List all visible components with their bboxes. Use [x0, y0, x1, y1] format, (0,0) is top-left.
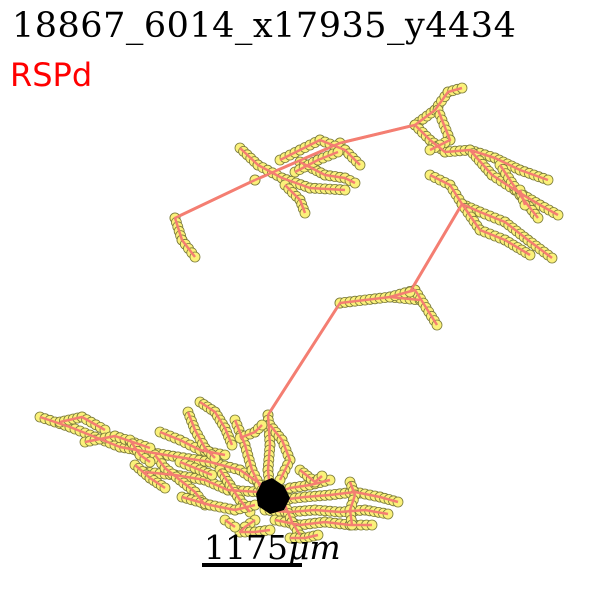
neurite-core [181, 495, 256, 512]
neurite-core [408, 203, 464, 293]
neurite-core [264, 508, 389, 516]
neurite-core [269, 424, 292, 481]
neurite-core [284, 184, 307, 214]
neurite-core [59, 415, 106, 432]
neurite-core [290, 533, 319, 540]
scale-bar [202, 563, 302, 567]
neurite-core [218, 469, 251, 513]
neurite-core [199, 400, 234, 446]
neurite-core [429, 173, 553, 259]
neurite-core [294, 150, 339, 174]
neurite-core [414, 86, 463, 126]
neurite-core [498, 164, 539, 219]
neurite-core [39, 415, 263, 487]
scale-bar-label: 1175μm [204, 528, 341, 567]
neurite-core [279, 138, 361, 166]
soma [256, 478, 290, 514]
neurite-core [154, 454, 206, 506]
neurite-core [186, 411, 216, 459]
neurite-segment [266, 295, 422, 417]
neurite-core [238, 518, 271, 534]
neurite-core [266, 295, 421, 416]
neurite-core [239, 147, 346, 192]
brain-region-label: RSPd [10, 56, 93, 94]
neurite-core [299, 160, 356, 185]
neurite-core [348, 481, 357, 526]
neurite-core [239, 424, 263, 440]
neurite-core [224, 518, 236, 529]
neurite-core [283, 504, 302, 536]
scale-bar-unit: μm [287, 528, 341, 567]
neurite-core [144, 470, 259, 494]
scale-bar-value: 1175 [204, 528, 288, 567]
neurite-core [460, 203, 531, 257]
neurite-core [128, 439, 151, 464]
neurite-core [518, 189, 527, 206]
neurite-core [429, 109, 452, 152]
neurite-nodes [34, 82, 564, 544]
neurite-core [84, 434, 151, 450]
soma-core [259, 487, 281, 509]
neurite-core [469, 149, 559, 217]
neurite-core [134, 464, 166, 490]
neuron-id-title: 18867_6014_x17935_y4434 [12, 6, 517, 46]
neurite-core [389, 288, 439, 326]
neurite-core [233, 419, 264, 491]
neurite-core [279, 490, 399, 504]
neurite-core [179, 460, 213, 477]
neurite-core [299, 469, 323, 484]
neurite-core [254, 123, 416, 182]
neurite-core [159, 430, 226, 457]
neurite-core [173, 178, 256, 258]
